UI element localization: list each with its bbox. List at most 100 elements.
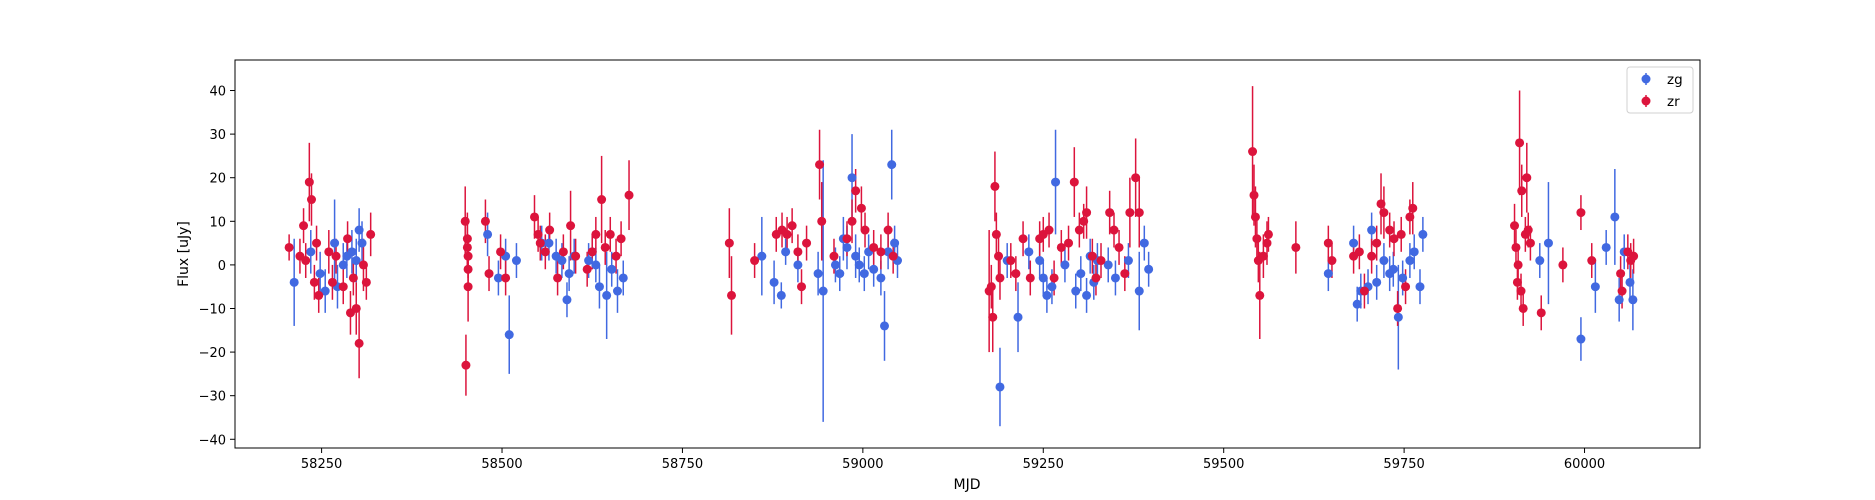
point-zr [1372,238,1382,248]
point-zg [1103,260,1113,270]
point-zr [597,195,607,205]
point-zg [1614,295,1624,305]
point-zg [890,238,900,248]
x-tick-label: 58250 [301,457,342,472]
point-zr [1587,256,1597,266]
point-zr [1393,303,1403,313]
point-zg [842,242,852,252]
point-zr [787,221,797,231]
point-zg [594,282,604,292]
point-zr [314,290,324,300]
x-axis-label: MJD [954,477,981,493]
point-zr [462,242,472,252]
point-zr [1064,238,1074,248]
point-zg [618,273,628,283]
point-zr [1323,238,1333,248]
point-zr [331,251,341,261]
point-zg [562,295,572,305]
point-zr [1096,256,1106,266]
point-zg [818,286,828,296]
point-zr [1109,225,1119,235]
point-zr [1525,238,1535,248]
point-zg [1590,282,1600,292]
point-zr [616,234,626,244]
points-layer [284,138,1639,392]
point-zr [301,256,311,266]
point-zr [1616,269,1626,279]
point-zg [320,286,330,296]
point-zr [1558,260,1568,270]
legend: zg zr [1626,66,1694,114]
point-zr [1379,208,1389,218]
point-zr [463,264,473,274]
point-zg [1405,256,1415,266]
point-zr [829,251,839,261]
point-zr [327,277,337,287]
point-zr [793,247,803,257]
point-zg [1625,277,1635,287]
point-zr [815,160,825,170]
point-zg [289,277,299,287]
point-zr [566,221,576,231]
point-zg [1379,256,1389,266]
y-tick-label: −40 [199,433,226,448]
point-zr [1405,212,1415,222]
legend-marker-zg [1641,74,1651,84]
point-zr [1511,242,1521,252]
point-zr [727,290,737,300]
point-zg [880,321,890,331]
y-tick-label: 10 [209,215,226,230]
point-zr [484,269,494,279]
point-zr [553,273,563,283]
point-zg [602,290,612,300]
x-axis: 58250 58500 58750 59000 59250 59500 59750 60000 [301,448,1605,472]
point-zr [540,247,550,257]
point-zg [876,273,886,283]
point-zr [1376,199,1386,209]
point-zr [1255,290,1265,300]
point-zg [887,160,897,170]
point-zr [860,225,870,235]
point-zg [1535,256,1545,266]
point-zr [988,312,998,322]
point-zg [769,277,779,287]
point-zg [347,247,357,257]
point-zr [361,277,371,287]
point-zr [1011,269,1021,279]
point-zr [1291,242,1301,252]
point-zr [545,225,555,235]
point-zg [995,382,1005,392]
point-zr [1082,208,1092,218]
point-zg [1628,295,1638,305]
point-zg [1082,290,1092,300]
point-zr [354,338,364,348]
point-zg [1610,212,1620,222]
point-zr [343,234,353,244]
point-zr [1367,251,1377,261]
point-zr [299,221,309,231]
point-zr [1087,251,1097,261]
y-tick-label: −20 [199,346,226,361]
point-zr [312,238,322,248]
point-zg [351,256,361,266]
point-zg [813,269,823,279]
point-zg [854,260,864,270]
point-zr [1258,251,1268,261]
point-zg [830,260,840,270]
point-zr [1125,208,1135,218]
point-zr [1044,225,1054,235]
point-zr [1263,229,1273,239]
point-zr [463,251,473,261]
point-zr [990,181,1000,191]
point-zg [612,286,622,296]
point-zg [1409,247,1419,257]
point-zg [1393,312,1403,322]
point-zg [354,225,364,235]
point-zr [1389,234,1399,244]
point-zr [1114,242,1124,252]
point-zr [802,238,812,248]
point-zg [1601,242,1611,252]
point-zg [847,173,857,183]
y-tick-label: 30 [209,128,226,143]
